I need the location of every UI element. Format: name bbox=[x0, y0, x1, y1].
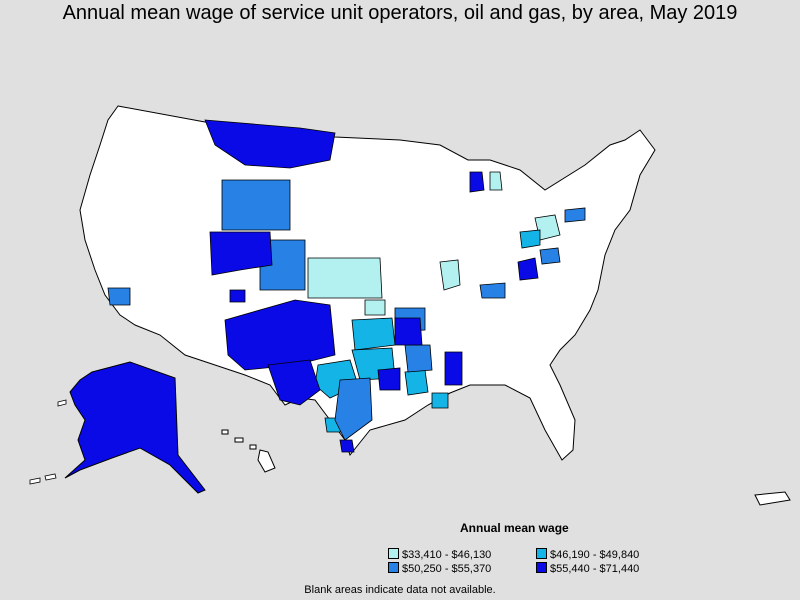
tier-4-areas bbox=[204, 119, 539, 453]
area-illinois-south bbox=[439, 259, 461, 291]
legend-label: $55,440 - $71,440 bbox=[550, 563, 640, 575]
area-oklahoma-central bbox=[351, 317, 396, 351]
area-michigan bbox=[469, 171, 485, 193]
area-wyoming bbox=[221, 179, 291, 231]
area-louisiana-coast bbox=[404, 369, 429, 396]
legend-swatch bbox=[536, 562, 547, 573]
area-ohio-east bbox=[517, 257, 539, 281]
area-mississippi bbox=[444, 351, 463, 386]
area-louisiana bbox=[404, 344, 433, 373]
area-california-kern bbox=[107, 287, 131, 306]
legend-title: Annual mean wage bbox=[460, 521, 569, 535]
legend-item: $55,440 - $71,440 bbox=[536, 562, 639, 575]
footnote: Blank areas indicate data not available. bbox=[304, 584, 496, 596]
area-utah bbox=[229, 289, 246, 303]
area-texas-west bbox=[267, 359, 321, 406]
legend-swatch bbox=[536, 548, 547, 559]
area-michigan-north bbox=[489, 171, 503, 191]
legend-item: $50,250 - $55,370 bbox=[388, 562, 491, 575]
alaska bbox=[64, 361, 206, 494]
area-texas-tyler bbox=[377, 367, 401, 391]
legend-label: $33,410 - $46,130 bbox=[402, 549, 492, 561]
area-oklahoma-ne bbox=[364, 299, 386, 316]
area-kansas bbox=[307, 257, 383, 299]
area-new-mexico bbox=[224, 299, 336, 371]
hawaii bbox=[221, 429, 276, 473]
legend-item: $46,190 - $49,840 bbox=[536, 548, 639, 561]
area-west-virginia bbox=[539, 247, 561, 265]
area-mississippi-coast bbox=[431, 392, 449, 409]
area-montana bbox=[204, 119, 336, 169]
puerto-rico bbox=[754, 491, 791, 506]
aleutian-islands bbox=[29, 399, 67, 485]
area-utah-colorado bbox=[209, 231, 273, 276]
area-kentucky bbox=[479, 282, 506, 299]
legend-label: $50,250 - $55,370 bbox=[402, 563, 492, 575]
legend-item: $33,410 - $46,130 bbox=[388, 548, 491, 561]
legend-swatch bbox=[388, 548, 399, 559]
legend-swatch bbox=[388, 562, 399, 573]
area-texas-gulf bbox=[334, 377, 373, 441]
area-new-york bbox=[564, 207, 586, 223]
map-title: Annual mean wage of service unit operato… bbox=[62, 2, 738, 24]
area-oklahoma-city bbox=[394, 317, 423, 346]
area-texas-coast bbox=[339, 439, 355, 453]
area-ohio bbox=[519, 229, 541, 249]
legend-label: $46,190 - $49,840 bbox=[550, 549, 640, 561]
tier-1-areas bbox=[257, 171, 561, 316]
